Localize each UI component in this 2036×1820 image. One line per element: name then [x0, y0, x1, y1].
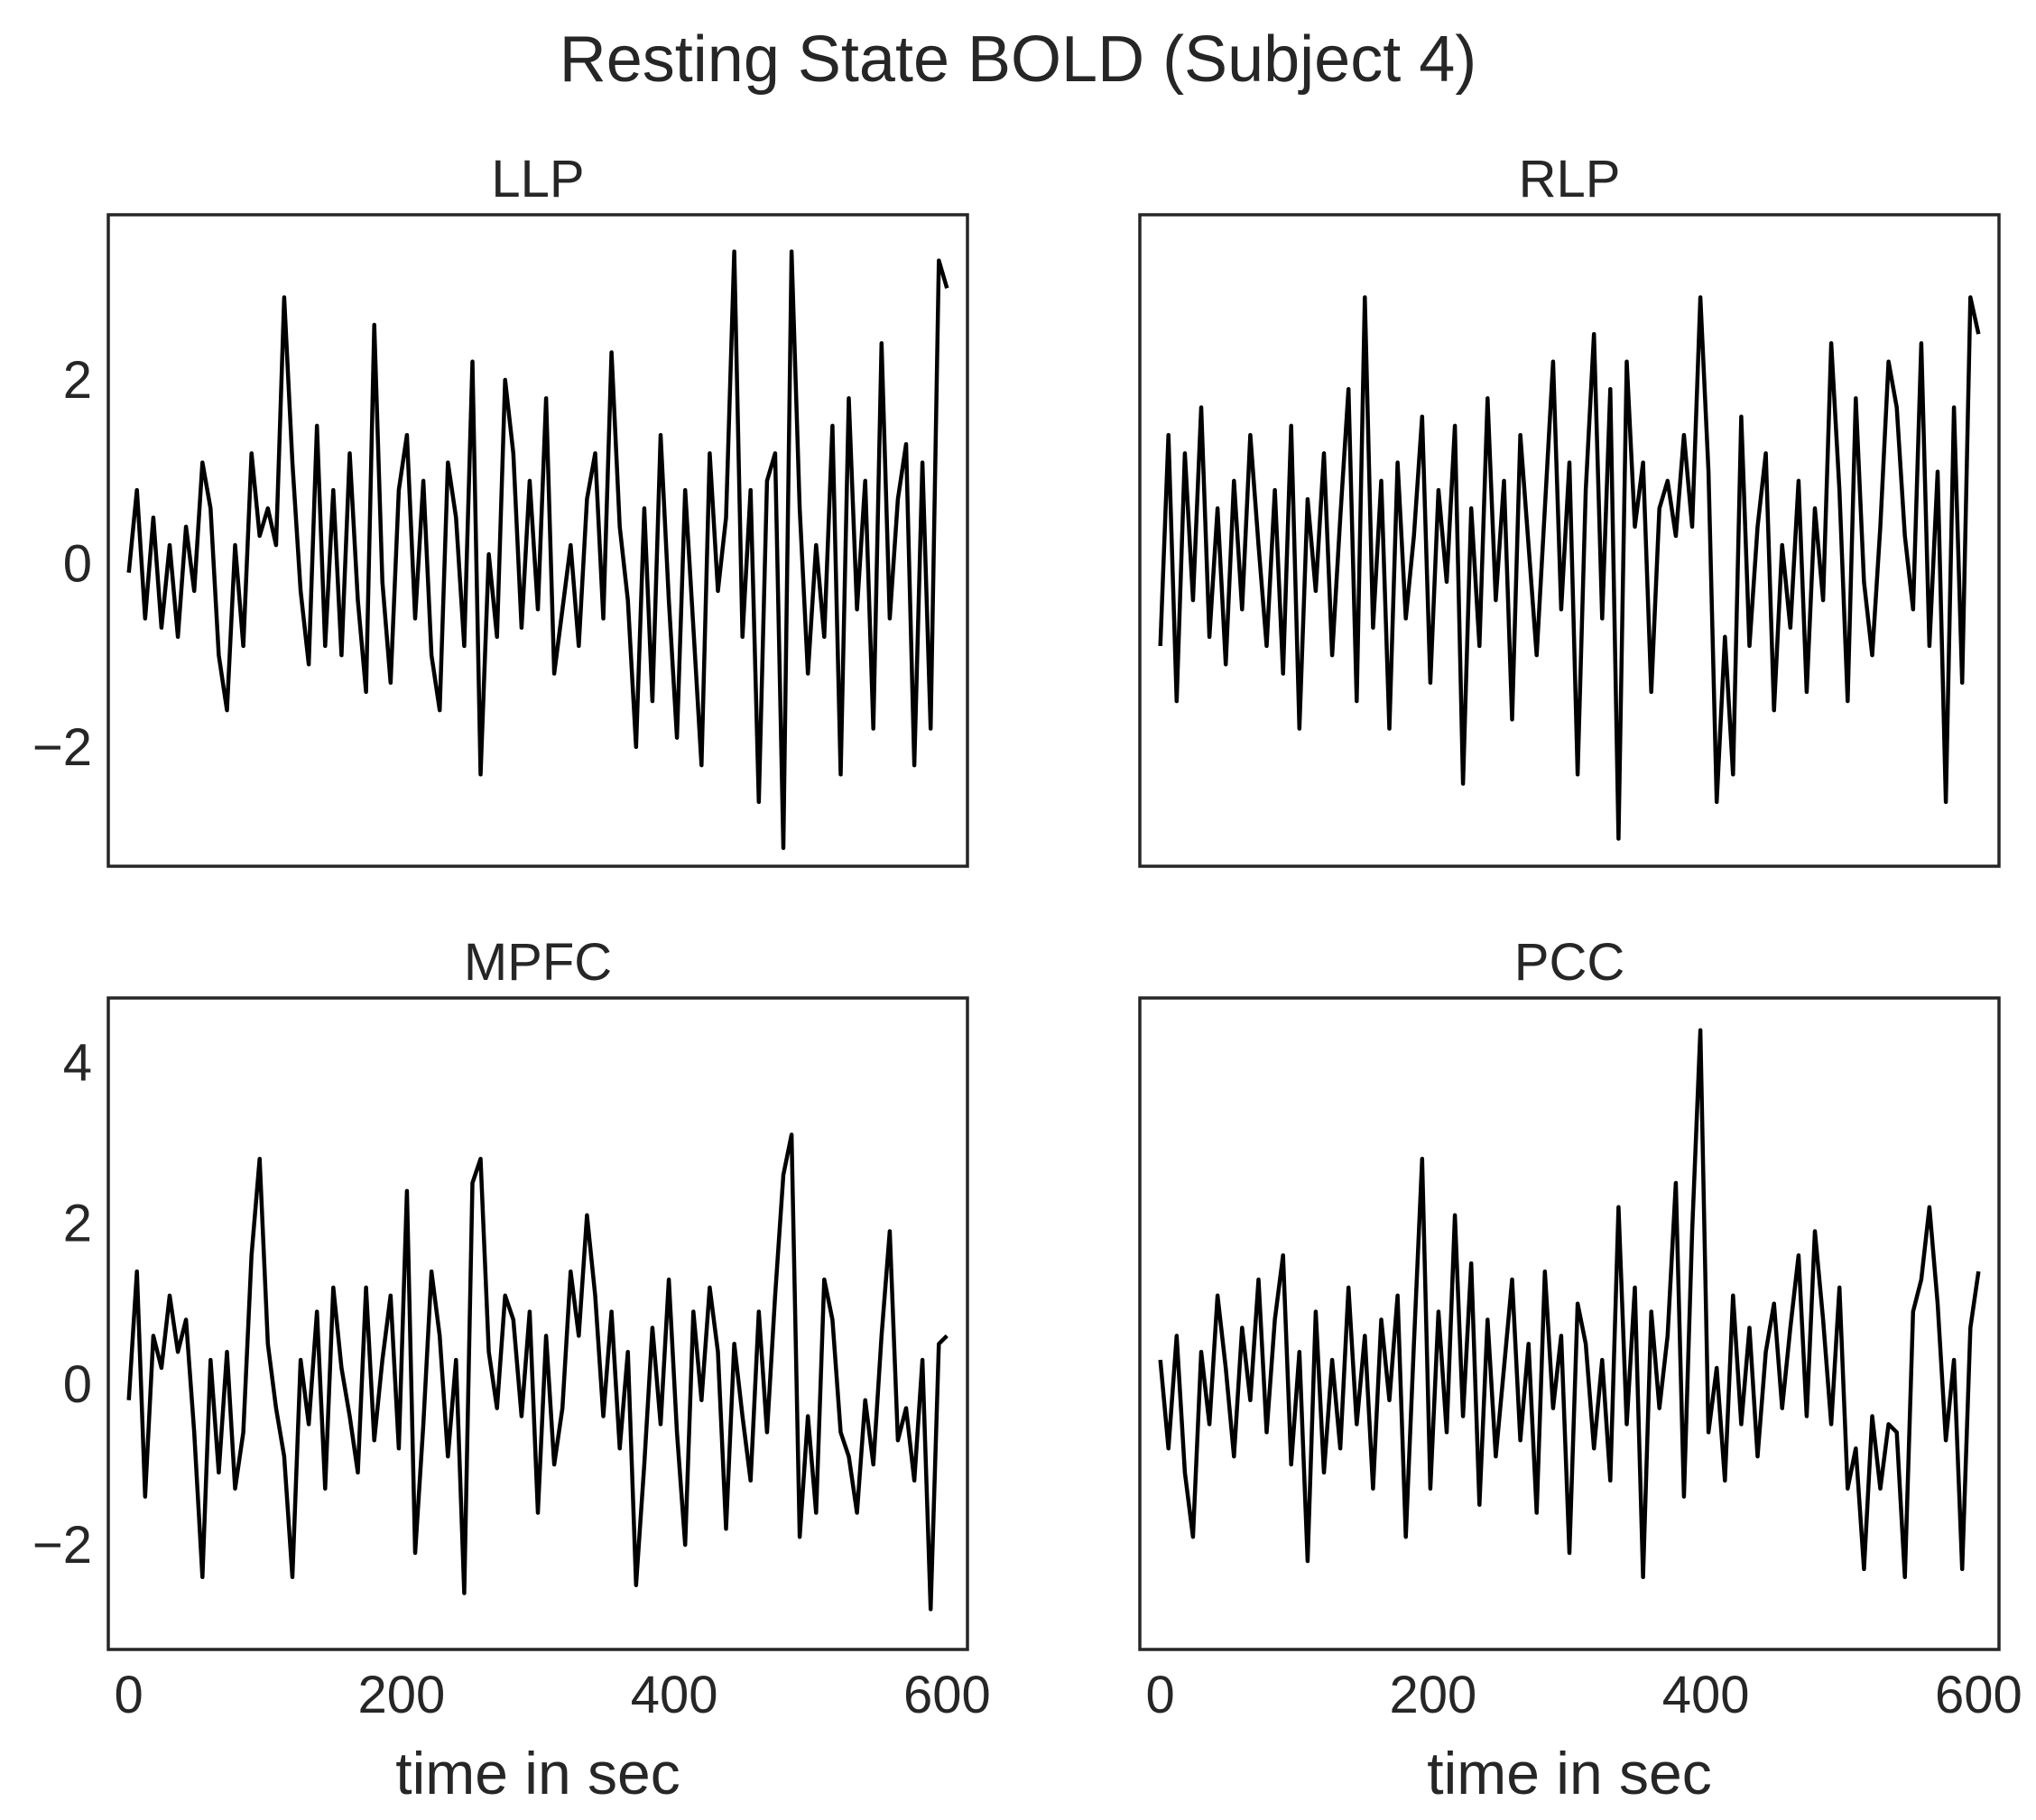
series-line-rlp [1158, 295, 1981, 841]
axes-frame-llp [106, 213, 969, 868]
ytick-label-mpfc: 4 [63, 1033, 92, 1092]
axes-frame-rlp [1138, 213, 2001, 868]
ytick-label-mpfc: 0 [63, 1355, 92, 1414]
ytick-label-mpfc: −2 [32, 1516, 92, 1575]
subplot-title-pcc: PCC [1514, 933, 1624, 992]
xaxis-label-mpfc: time in sec [395, 1740, 680, 1806]
xtick-label-mpfc: 400 [631, 1666, 718, 1724]
axes-frame-pcc [1138, 996, 2001, 1651]
xtick-label-pcc: 600 [1935, 1666, 2022, 1724]
xtick-label-mpfc: 600 [903, 1666, 991, 1724]
subplots-container: LLP −2 0 2 RLP MPFC −2 0 2 4 0 200 400 600 time in sec… [32, 150, 2022, 1806]
subplot-llp: LLP −2 0 2 [32, 150, 969, 868]
series-line-llp [126, 249, 949, 850]
subplot-mpfc: MPFC −2 0 2 4 0 200 400 600 time in sec [32, 933, 991, 1806]
xtick-label-pcc: 400 [1662, 1666, 1750, 1724]
subplot-pcc: PCC 0 200 400 600 time in sec [1138, 933, 2022, 1806]
ytick-label-llp: 2 [63, 351, 92, 410]
xtick-label-pcc: 200 [1389, 1666, 1476, 1724]
series-line-pcc [1158, 1028, 1981, 1580]
ytick-label-llp: 0 [63, 534, 92, 593]
subplot-rlp: RLP [1138, 150, 2001, 868]
series-line-mpfc [126, 1132, 949, 1612]
subplot-title-mpfc: MPFC [464, 933, 612, 992]
xtick-label-mpfc: 0 [115, 1666, 143, 1724]
xtick-label-mpfc: 200 [357, 1666, 445, 1724]
xtick-label-pcc: 0 [1146, 1666, 1175, 1724]
figure-title: Resting State BOLD (Subject 4) [560, 23, 1476, 96]
ytick-label-mpfc: 2 [63, 1195, 92, 1253]
subplot-title-rlp: RLP [1519, 150, 1621, 208]
ytick-label-llp: −2 [32, 718, 92, 777]
subplot-title-llp: LLP [491, 150, 584, 208]
xaxis-label-pcc: time in sec [1427, 1740, 1711, 1806]
axes-frame-mpfc [106, 996, 969, 1651]
